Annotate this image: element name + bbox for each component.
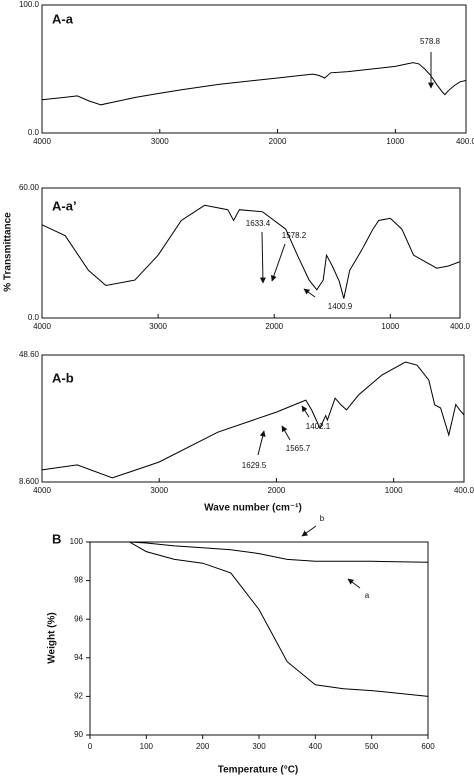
annotation: 1565.7 bbox=[286, 444, 311, 453]
annotation: b bbox=[320, 514, 325, 523]
y-axis-label: Weight (%) bbox=[47, 612, 58, 663]
plot-frame bbox=[41, 354, 465, 483]
data-line bbox=[90, 541, 429, 563]
y-tick-label: 94 bbox=[74, 653, 83, 662]
x-tick-label: 200 bbox=[196, 742, 210, 751]
annotation: 1578.2 bbox=[282, 231, 307, 240]
arrow bbox=[270, 243, 286, 282]
x-tick-label: 3000 bbox=[150, 486, 168, 495]
arrow bbox=[257, 430, 266, 456]
x-axis-label: Wave number (cm⁻¹) bbox=[204, 503, 302, 514]
x-axis-label: Temperature (°C) bbox=[218, 765, 299, 776]
x-tick-label: 1000 bbox=[386, 137, 404, 146]
y-tick-label: 90 bbox=[74, 730, 83, 739]
annotation: 1400.9 bbox=[328, 302, 353, 311]
arrow bbox=[303, 288, 316, 298]
x-tick-label: 4000 bbox=[33, 137, 51, 146]
x-tick-label: 400.0 bbox=[454, 486, 474, 495]
x-tick-label: 100 bbox=[140, 742, 154, 751]
arrow bbox=[347, 578, 361, 589]
data-line bbox=[90, 541, 429, 697]
x-tick-label: 0 bbox=[88, 742, 93, 751]
annotation: 1633.4 bbox=[246, 219, 271, 228]
plot-frame bbox=[89, 541, 429, 736]
x-tick-label: 400.0 bbox=[456, 137, 474, 146]
x-tick-label: 400 bbox=[309, 742, 323, 751]
data-line bbox=[41, 204, 461, 299]
chart-title: B bbox=[52, 531, 61, 546]
y-axis-label: % Transmittance bbox=[3, 212, 14, 292]
chart-title: A-b bbox=[52, 370, 74, 385]
x-tick-label: 4000 bbox=[33, 322, 51, 331]
arrow bbox=[301, 405, 310, 418]
plot-frame bbox=[41, 187, 461, 319]
annotation: a bbox=[365, 591, 370, 600]
x-tick-label: 1000 bbox=[381, 322, 399, 331]
y-tick-label: 100.0 bbox=[19, 0, 40, 9]
y-tick-label: 96 bbox=[74, 614, 83, 623]
x-tick-label: 2000 bbox=[269, 137, 287, 146]
x-tick-label: 300 bbox=[252, 742, 266, 751]
y-tick-label: 92 bbox=[74, 692, 83, 701]
x-tick-label: 4000 bbox=[33, 486, 51, 495]
plot-frame bbox=[41, 4, 467, 134]
x-tick-label: 1000 bbox=[385, 486, 403, 495]
x-tick-label: 500 bbox=[365, 742, 379, 751]
chart-title: A-a’ bbox=[52, 198, 77, 213]
annotation: 578.8 bbox=[420, 37, 441, 46]
annotation: 1629.5 bbox=[242, 461, 267, 470]
x-tick-label: 3000 bbox=[149, 322, 167, 331]
y-tick-label: 0.0 bbox=[28, 128, 40, 137]
x-tick-label: 3000 bbox=[151, 137, 169, 146]
x-tick-label: 400.0 bbox=[450, 322, 471, 331]
y-tick-label: 0.0 bbox=[28, 313, 40, 322]
annotation: 1402.1 bbox=[306, 422, 331, 431]
arrow bbox=[281, 425, 291, 441]
y-tick-label: 48.60 bbox=[19, 350, 40, 359]
x-tick-label: 2000 bbox=[268, 486, 286, 495]
arrow bbox=[301, 525, 317, 537]
y-tick-label: 8.600 bbox=[19, 477, 40, 486]
y-tick-label: 98 bbox=[74, 576, 83, 585]
chart-title: A-a bbox=[52, 11, 74, 26]
data-line bbox=[41, 361, 465, 479]
arrow bbox=[259, 231, 266, 284]
data-line bbox=[41, 62, 467, 106]
y-tick-label: 60.00 bbox=[19, 183, 40, 192]
x-tick-label: 600 bbox=[421, 742, 435, 751]
y-tick-label: 100 bbox=[70, 537, 84, 546]
x-tick-label: 2000 bbox=[265, 322, 283, 331]
